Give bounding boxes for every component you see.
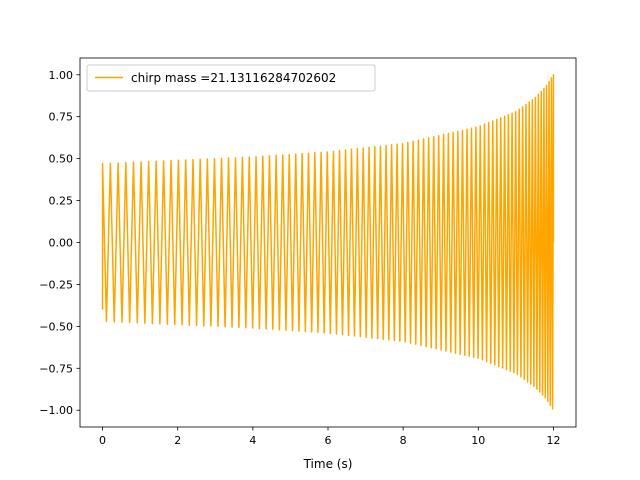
y-tick-label: 0.50 — [49, 153, 74, 166]
x-axis: 0 2 4 6 8 10 12 — [99, 427, 560, 447]
series-line-chirp — [101, 74, 555, 410]
y-tick-label: 0.00 — [49, 237, 74, 250]
y-tick-label: −0.50 — [39, 320, 73, 333]
x-tick-label: 8 — [400, 434, 407, 447]
plot-area — [101, 74, 555, 410]
y-tick-label: 0.75 — [49, 111, 74, 124]
legend: chirp mass =21.13116284702602 — [86, 64, 376, 92]
y-tick-label: −1.00 — [39, 404, 73, 417]
x-tick-label: 4 — [249, 434, 256, 447]
x-tick-label: 6 — [325, 434, 332, 447]
y-tick-label: 1.00 — [49, 69, 74, 82]
plot-frame — [79, 57, 577, 428]
x-tick-label: 2 — [174, 434, 181, 447]
x-tick-label: 10 — [471, 434, 485, 447]
x-axis-label: Time (s) — [303, 457, 353, 471]
y-tick-label: −0.25 — [39, 278, 73, 291]
y-axis: 1.00 0.75 0.50 0.25 0.00 −0.25 −0.50 −0.75 −1.00 — [39, 69, 80, 417]
y-tick-label: −0.75 — [39, 362, 73, 375]
y-tick-label: 0.25 — [49, 195, 74, 208]
legend-box — [86, 64, 376, 92]
x-tick-label: 12 — [546, 434, 560, 447]
x-tick-label: 0 — [99, 434, 106, 447]
legend-label: chirp mass =21.13116284702602 — [131, 71, 336, 85]
